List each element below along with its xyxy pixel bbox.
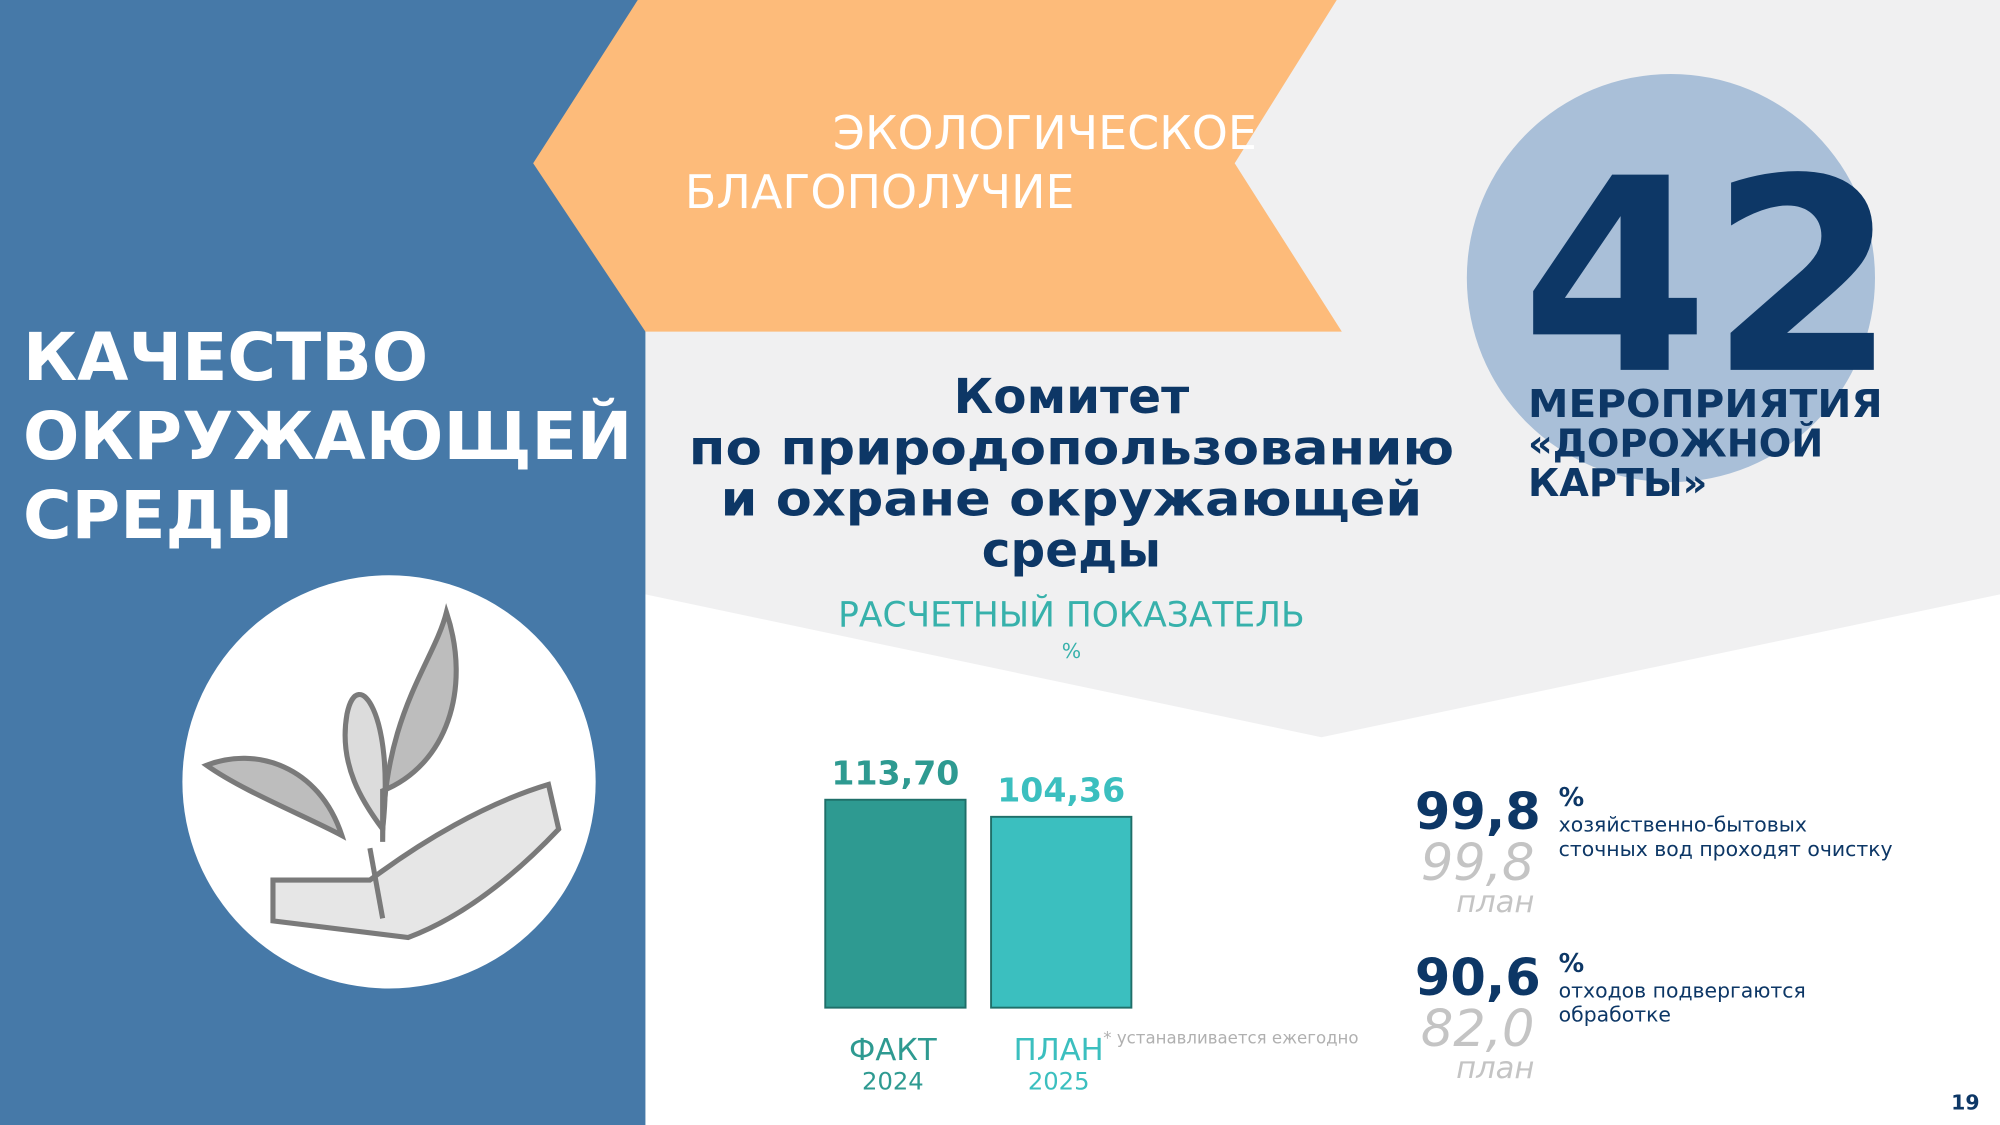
value-label: 104,36: [997, 771, 1125, 810]
topic-title: ОКРУЖАЮЩЕЙ: [23, 397, 632, 475]
indicator-unit: %: [1559, 949, 1585, 979]
indicator-text: обработке: [1559, 1003, 1671, 1027]
section-title: ЭКОЛОГИЧЕСКОЕ: [833, 106, 1257, 160]
roadmap-label: КАРТЫ»: [1528, 461, 1707, 506]
category-year: 2024: [862, 1067, 924, 1095]
topic-title: КАЧЕСТВО: [23, 318, 428, 396]
category-year: 2025: [1028, 1067, 1090, 1095]
section-title: БЛАГОПОЛУЧИЕ: [685, 165, 1075, 219]
bar: [990, 815, 1133, 1009]
bar: [824, 798, 967, 1009]
category-label: ФАКТ: [849, 1033, 937, 1068]
committee: Комитет: [954, 369, 1189, 425]
committee: и охране окружающей: [721, 471, 1423, 527]
note: * устанавливается ежегодно: [1103, 1028, 1358, 1047]
indicator-value: 90,6: [1415, 949, 1541, 1008]
roadmap-label: МЕРОПРИЯТИЯ: [1528, 382, 1883, 427]
indicator-plan-label: план: [1456, 1051, 1534, 1086]
category-label: ПЛАН: [1014, 1033, 1104, 1068]
committee: среды: [982, 522, 1161, 578]
indicator-plan-label: план: [1456, 885, 1534, 920]
indicator-text: сточных вод проходят очистку: [1559, 837, 1893, 861]
number-circle: [1466, 73, 1875, 483]
plant-icon: [201, 603, 562, 941]
chart-title: РАСЧЕТНЫЙ ПОКАЗАТЕЛЬ: [838, 594, 1305, 635]
indicator-value: 99,8: [1415, 783, 1541, 842]
indicator-unit: %: [1559, 783, 1585, 813]
committee: по природопользованию: [689, 420, 1454, 476]
white-area: [645, 594, 2000, 1125]
chart-subtitle: %: [1062, 639, 1081, 663]
indicator-text: отходов подвергаются: [1559, 978, 1806, 1002]
value-label: 113,70: [831, 753, 959, 792]
indicator-plan: 82,0: [1421, 1000, 1535, 1059]
roadmap-number: 42: [1521, 122, 1897, 434]
topic-title: СРЕДЫ: [23, 476, 293, 554]
section-banner: [533, 0, 1342, 332]
indicator-text: хозяйственно-бытовых: [1559, 813, 1807, 837]
roadmap-label: «ДОРОЖНОЙ: [1528, 420, 1823, 467]
indicator-plan: 99,8: [1421, 834, 1535, 893]
page-number: 19: [1951, 1091, 1979, 1115]
